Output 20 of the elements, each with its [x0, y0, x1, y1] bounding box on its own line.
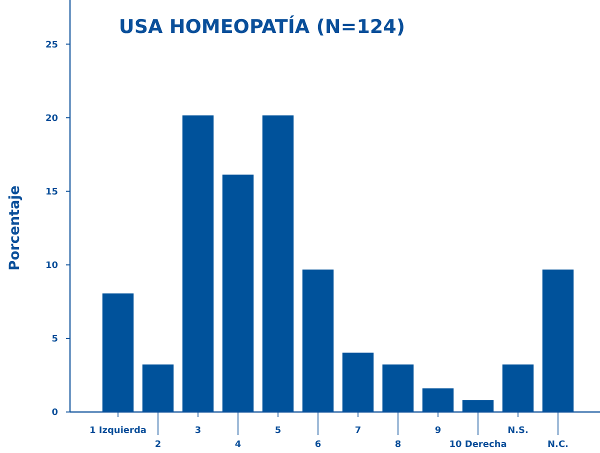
y-tick-label: 25 — [45, 40, 58, 50]
x-tick-label: 7 — [354, 426, 362, 436]
y-tick-label: 5 — [52, 334, 58, 345]
x-tick-label: 6 — [314, 440, 322, 450]
y-axis-title: Porcentaje — [7, 186, 23, 270]
y-tick-label: 20 — [45, 114, 58, 124]
y-tick-label: 0 — [52, 408, 58, 418]
x-tick-label: 10 Derecha — [449, 440, 507, 450]
x-tick-label: 1 Izquierda — [90, 426, 146, 436]
y-tick-label: 15 — [45, 187, 58, 198]
x-tick-label: N.S. — [508, 426, 528, 436]
x-tick-label: 5 — [274, 426, 282, 436]
y-tick-label: 10 — [45, 261, 58, 272]
x-tick-label: 4 — [234, 440, 242, 450]
x-tick-label: N.C. — [548, 440, 568, 450]
x-tick-label: 3 — [194, 426, 202, 436]
x-tick-label: 9 — [434, 426, 442, 436]
x-tick-label: 8 — [394, 440, 402, 450]
text: USA HOMEOPATÍA (N=124) — [118, 15, 406, 38]
x-tick-label: 2 — [154, 440, 162, 450]
